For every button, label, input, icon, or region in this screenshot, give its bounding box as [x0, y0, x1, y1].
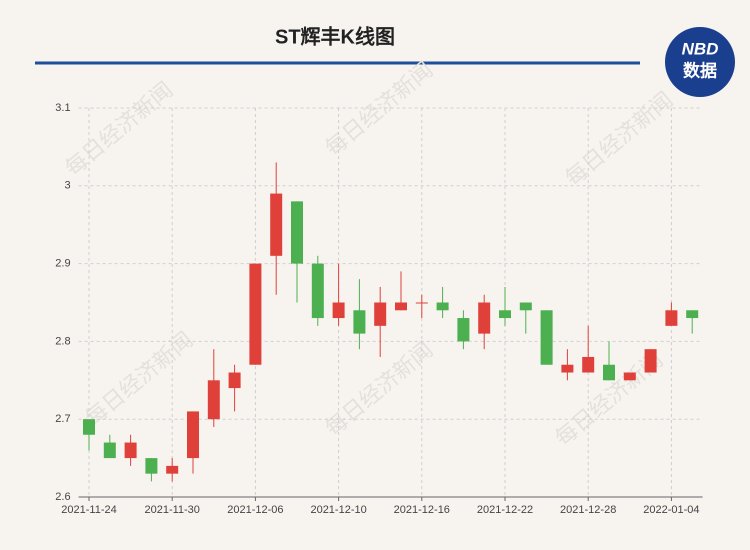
candle-body — [519, 302, 532, 311]
candle-body — [83, 419, 95, 435]
candle-body — [228, 372, 241, 389]
y-tick-label: 3.1 — [55, 102, 70, 114]
logo-badge — [665, 27, 735, 97]
x-tick-label: 2021-11-30 — [144, 504, 199, 516]
logo-text: NBD — [682, 39, 719, 58]
candle-body — [270, 193, 283, 256]
chart-title: ST辉丰K线图 — [275, 24, 395, 48]
candle-body — [415, 302, 428, 304]
y-tick-label: 2.9 — [55, 258, 70, 270]
candle-body — [665, 310, 678, 326]
y-tick-label: 2.7 — [55, 413, 70, 425]
x-tick-label: 2021-12-10 — [310, 504, 366, 516]
candle-body — [374, 302, 387, 326]
candle-body — [249, 263, 262, 365]
candle-body — [207, 380, 220, 420]
candle-body — [166, 465, 179, 474]
candle-body — [332, 302, 345, 319]
candle-body — [561, 364, 574, 373]
candle-body — [686, 310, 699, 319]
y-tick-label: 3 — [64, 180, 70, 192]
y-tick-label: 2.8 — [55, 335, 70, 347]
candle-body — [124, 442, 137, 459]
logo-text: 数据 — [683, 60, 717, 80]
x-tick-label: 2021-12-16 — [394, 504, 450, 516]
candle-body — [603, 364, 615, 381]
x-tick-label: 2022-01-04 — [643, 504, 699, 516]
candle-body — [353, 310, 366, 334]
candle-body — [540, 310, 553, 365]
candle-body — [436, 302, 449, 311]
candle-body — [395, 302, 407, 311]
candle-body — [187, 411, 199, 459]
candle-body — [103, 442, 116, 459]
x-tick-label: 2021-12-22 — [477, 504, 533, 516]
candle-body — [291, 201, 303, 264]
candle-body — [644, 349, 657, 373]
candle-body — [499, 310, 511, 319]
candle-body — [311, 263, 324, 319]
candle-body — [457, 318, 470, 342]
x-tick-label: 2021-11-24 — [61, 504, 116, 516]
y-tick-label: 2.6 — [55, 491, 70, 503]
candle-body — [623, 372, 636, 381]
candle-body — [582, 356, 595, 373]
x-tick-label: 2021-12-06 — [227, 504, 283, 516]
candle-body — [145, 458, 158, 474]
x-tick-label: 2021-12-28 — [560, 504, 616, 516]
candle-body — [478, 302, 491, 334]
